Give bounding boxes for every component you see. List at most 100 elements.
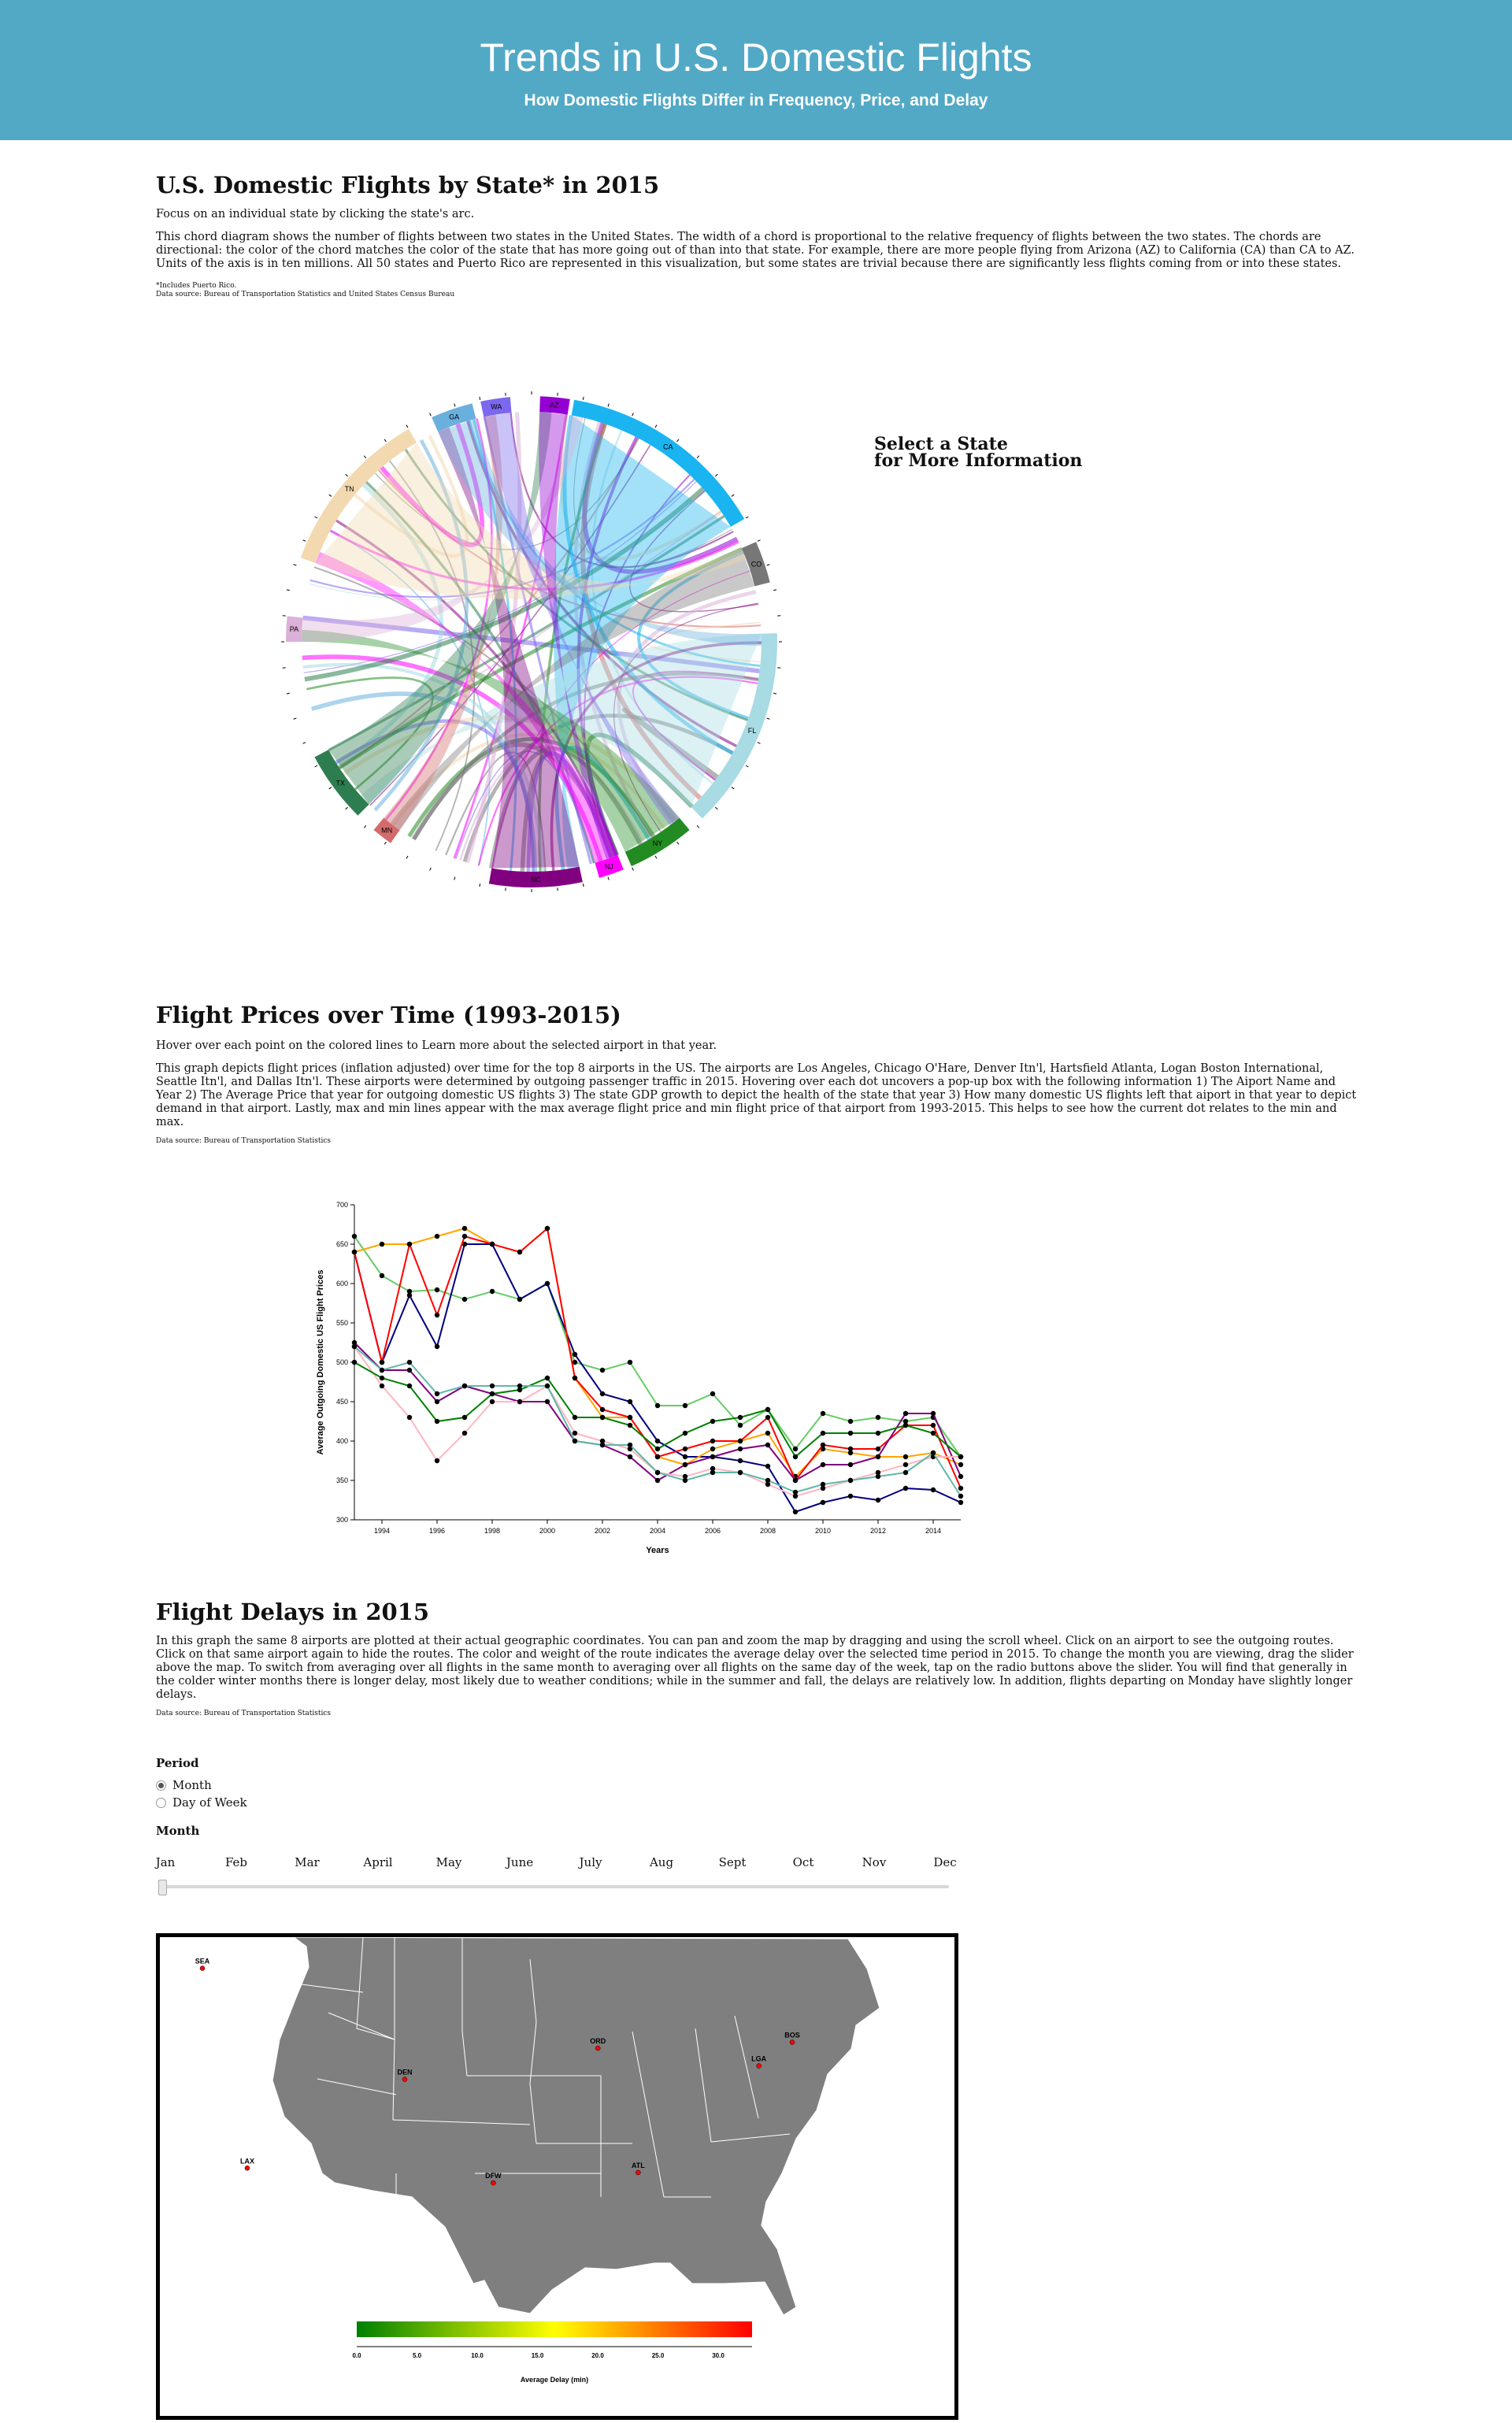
chord-ribbon[interactable] — [335, 483, 444, 767]
price-data-point[interactable] — [792, 1446, 799, 1452]
state-arc-fl[interactable] — [691, 633, 777, 819]
airport-label[interactable]: ORD — [590, 2037, 606, 2045]
price-data-point[interactable] — [572, 1414, 578, 1421]
chord-ribbon[interactable] — [335, 519, 619, 856]
price-data-point[interactable] — [710, 1465, 716, 1472]
price-data-point[interactable] — [489, 1399, 495, 1405]
airport-label[interactable]: DEN — [397, 2068, 412, 2076]
price-data-point[interactable] — [379, 1383, 385, 1389]
price-data-point[interactable] — [710, 1438, 716, 1444]
price-data-point[interactable] — [875, 1414, 881, 1421]
price-data-point[interactable] — [682, 1402, 688, 1409]
chord-ribbon-mn[interactable] — [384, 414, 503, 831]
chord-ribbon-wa[interactable] — [484, 413, 680, 826]
state-arc-pa[interactable] — [286, 616, 303, 642]
price-data-point[interactable] — [875, 1454, 881, 1460]
chord-ribbon[interactable] — [313, 566, 654, 839]
state-arc-tn[interactable] — [300, 428, 417, 564]
chord-ribbon[interactable] — [302, 662, 545, 872]
price-data-point[interactable] — [765, 1406, 771, 1413]
price-data-point[interactable] — [820, 1499, 826, 1506]
price-data-point[interactable] — [958, 1473, 964, 1480]
price-data-point[interactable] — [544, 1383, 550, 1389]
price-data-point[interactable] — [930, 1410, 936, 1417]
price-data-point[interactable] — [847, 1450, 854, 1456]
us-landmass[interactable] — [272, 1937, 880, 2316]
price-data-point[interactable] — [572, 1438, 578, 1444]
chord-ribbon[interactable] — [477, 676, 758, 866]
month-tick-dec[interactable]: Dec — [933, 1855, 957, 1869]
price-data-point[interactable] — [406, 1288, 413, 1295]
price-data-point[interactable] — [654, 1446, 661, 1452]
chord-ribbon[interactable] — [302, 654, 603, 862]
chord-ribbon-ny[interactable] — [302, 629, 680, 852]
price-data-point[interactable] — [544, 1225, 550, 1232]
radio-month-button[interactable] — [156, 1780, 166, 1791]
price-data-point[interactable] — [627, 1422, 633, 1428]
price-data-point[interactable] — [434, 1399, 440, 1405]
price-data-point[interactable] — [489, 1383, 495, 1389]
price-data-point[interactable] — [654, 1477, 661, 1484]
chord-ribbon-co[interactable] — [390, 548, 755, 831]
airport-label[interactable]: LGA — [751, 2055, 766, 2063]
price-data-point[interactable] — [461, 1241, 468, 1247]
price-data-point[interactable] — [406, 1292, 413, 1299]
chord-ribbon[interactable] — [453, 414, 568, 859]
price-data-point[interactable] — [958, 1493, 964, 1499]
price-data-point[interactable] — [682, 1462, 688, 1468]
price-data-point[interactable] — [434, 1233, 440, 1239]
price-data-point[interactable] — [847, 1462, 854, 1468]
state-arc-ny[interactable] — [624, 817, 690, 867]
price-data-point[interactable] — [599, 1406, 606, 1413]
state-arc-ca[interactable] — [571, 399, 745, 527]
price-data-point[interactable] — [820, 1442, 826, 1448]
state-arc-co[interactable] — [741, 542, 770, 587]
airport-marker-lga[interactable] — [756, 2063, 762, 2069]
price-data-point[interactable] — [930, 1487, 936, 1493]
chord-ribbon[interactable] — [559, 414, 723, 561]
state-arc-mn[interactable] — [373, 817, 400, 843]
price-data-point[interactable] — [902, 1410, 909, 1417]
price-data-point[interactable] — [434, 1458, 440, 1464]
month-slider-track[interactable] — [160, 1885, 949, 1888]
price-data-point[interactable] — [792, 1477, 799, 1484]
state-arc-tx[interactable] — [314, 750, 369, 816]
chord-ribbon-tx[interactable] — [328, 412, 552, 805]
price-data-point[interactable] — [461, 1383, 468, 1389]
price-data-point[interactable] — [765, 1477, 771, 1484]
price-data-point[interactable] — [820, 1485, 826, 1491]
chord-ribbon[interactable] — [483, 416, 592, 865]
month-tick-nov[interactable]: Nov — [862, 1855, 887, 1869]
price-data-point[interactable] — [654, 1469, 661, 1476]
chord-ribbon[interactable] — [491, 570, 750, 869]
price-data-point[interactable] — [902, 1422, 909, 1428]
chord-ribbon[interactable] — [468, 420, 761, 668]
month-tick-feb[interactable]: Feb — [224, 1855, 248, 1869]
price-data-point[interactable] — [792, 1489, 799, 1495]
airport-marker-ord[interactable] — [595, 2045, 601, 2051]
price-data-point[interactable] — [765, 1481, 771, 1488]
price-data-point[interactable] — [434, 1312, 440, 1318]
chord-ribbon[interactable] — [328, 514, 725, 752]
chord-ribbon[interactable] — [526, 751, 613, 873]
state-arc-ga[interactable] — [432, 403, 476, 432]
price-data-point[interactable] — [461, 1430, 468, 1436]
airport-marker-bos[interactable] — [789, 2040, 795, 2045]
state-arc-wa[interactable] — [480, 397, 512, 417]
chord-ribbon-ga[interactable] — [438, 418, 762, 647]
chord-ribbon[interactable] — [580, 423, 702, 800]
price-data-point[interactable] — [902, 1418, 909, 1425]
price-data-point[interactable] — [875, 1497, 881, 1503]
price-data-point[interactable] — [930, 1450, 936, 1456]
price-data-point[interactable] — [737, 1469, 743, 1476]
price-data-point[interactable] — [599, 1391, 606, 1397]
price-data-point[interactable] — [351, 1249, 358, 1255]
chord-ribbon[interactable] — [338, 547, 743, 770]
chord-ribbon[interactable] — [412, 672, 759, 841]
price-data-point[interactable] — [379, 1273, 385, 1279]
price-data-point[interactable] — [902, 1454, 909, 1460]
price-data-point[interactable] — [517, 1296, 523, 1302]
chord-ribbon[interactable] — [554, 746, 651, 870]
price-data-point[interactable] — [627, 1454, 633, 1460]
month-tick-jan[interactable]: Jan — [155, 1855, 176, 1869]
